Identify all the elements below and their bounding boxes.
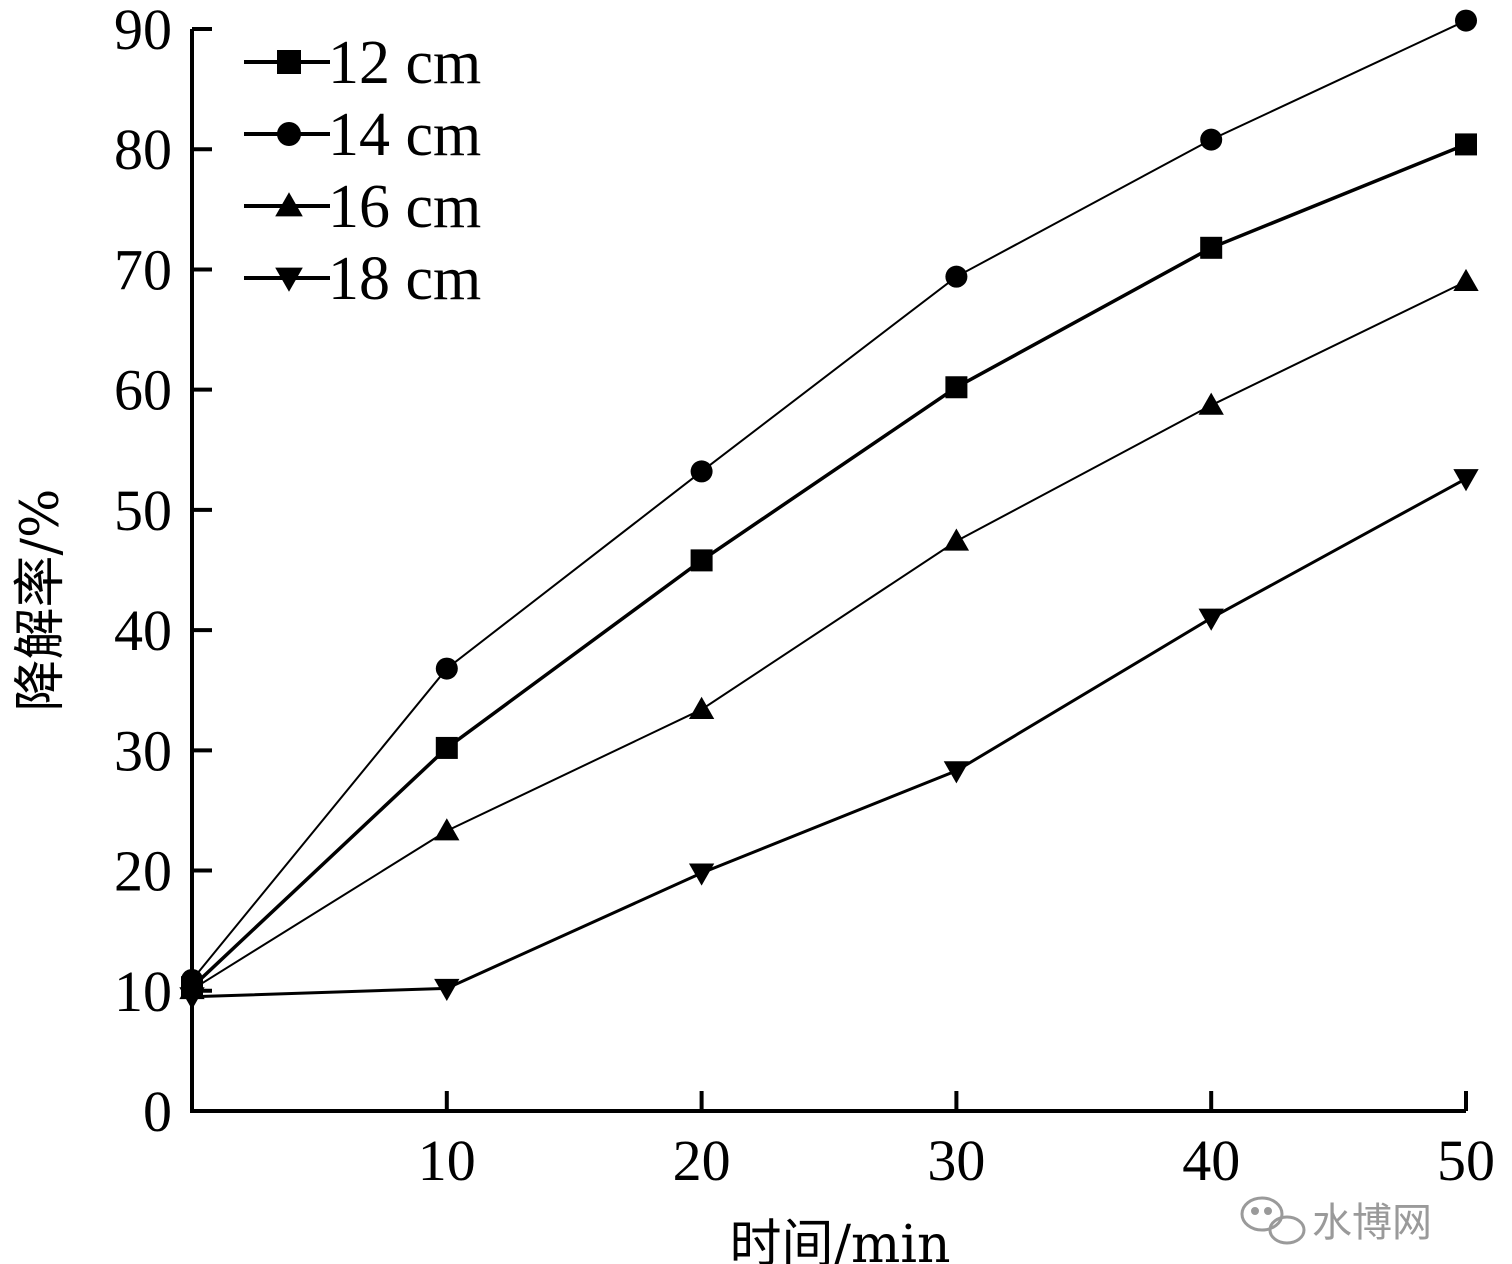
legend-label: 16 cm	[328, 173, 481, 241]
x-tick-label: 20	[673, 1128, 731, 1193]
y-tick-label: 0	[143, 1079, 172, 1144]
legend-marker-12-cm	[277, 50, 301, 74]
data-point-14-cm	[690, 460, 713, 483]
data-point-18-cm	[1453, 469, 1479, 492]
legend-item-12-cm: 12 cm	[244, 29, 481, 97]
x-tick-label: 40	[1182, 1128, 1240, 1193]
data-point-12-cm	[435, 736, 458, 759]
data-point-14-cm	[1200, 128, 1223, 151]
legend-item-18-cm: 18 cm	[244, 245, 481, 313]
data-point-18-cm	[1198, 608, 1224, 631]
data-point-16-cm	[943, 528, 970, 551]
data-point-18-cm	[943, 761, 970, 784]
y-tick-label: 20	[114, 839, 172, 904]
ticks: 0 10 20 30 40 50 60 70 80 90 10 20 30 40 50	[114, 0, 1495, 1193]
data-point-16-cm	[434, 818, 460, 841]
legend-marker-16-cm	[275, 192, 303, 217]
data-point-12-cm	[1455, 133, 1477, 156]
y-tick-label: 30	[114, 718, 172, 783]
legend-label: 18 cm	[328, 245, 481, 313]
data-point-16-cm	[688, 696, 715, 719]
y-tick-label: 10	[114, 959, 172, 1024]
wechat-icon	[1240, 1196, 1306, 1245]
data-point-14-cm	[1455, 9, 1477, 32]
legend-label: 12 cm	[328, 29, 481, 97]
legend-marker-18-cm	[275, 267, 303, 292]
data-point-14-cm	[945, 265, 968, 288]
series-lines	[190, 19, 1467, 999]
data-point-12-cm	[690, 549, 713, 572]
watermark-text: 水博网	[1312, 1200, 1432, 1246]
data-point-12-cm	[945, 376, 968, 399]
data-point-14-cm	[435, 657, 458, 680]
x-tick-label: 30	[927, 1128, 985, 1193]
series-line-18-cm	[191, 477, 1467, 999]
data-point-18-cm	[434, 978, 460, 1002]
data-point-16-cm	[1453, 268, 1479, 291]
x-tick-label: 50	[1437, 1128, 1495, 1193]
legend-marker-14-cm	[277, 122, 301, 146]
y-tick-label: 60	[114, 358, 172, 423]
data-point-12-cm	[1200, 236, 1223, 259]
y-tick-label: 50	[114, 478, 172, 543]
x-tick-label: 10	[418, 1128, 476, 1193]
series-markers	[179, 9, 1479, 1010]
legend-label: 14 cm	[328, 101, 481, 169]
watermark: 水博网	[1240, 1196, 1432, 1246]
data-point-18-cm	[688, 863, 715, 886]
x-axis-title: 时间/min	[730, 1215, 951, 1264]
y-tick-label: 90	[114, 0, 172, 62]
legend-item-16-cm: 16 cm	[244, 173, 481, 241]
series-line-14-cm	[191, 19, 1467, 981]
series-line-16-cm	[191, 280, 1467, 991]
series-line-12-cm	[190, 142, 1467, 989]
y-tick-label: 80	[114, 117, 172, 182]
y-tick-label: 40	[114, 598, 172, 663]
y-axis-title: 降解率/%	[11, 489, 71, 712]
data-point-18-cm	[179, 987, 205, 1010]
legend-item-14-cm: 14 cm	[244, 101, 481, 169]
axes	[190, 29, 1466, 1113]
y-tick-label: 70	[114, 237, 172, 302]
data-point-16-cm	[1198, 392, 1224, 415]
